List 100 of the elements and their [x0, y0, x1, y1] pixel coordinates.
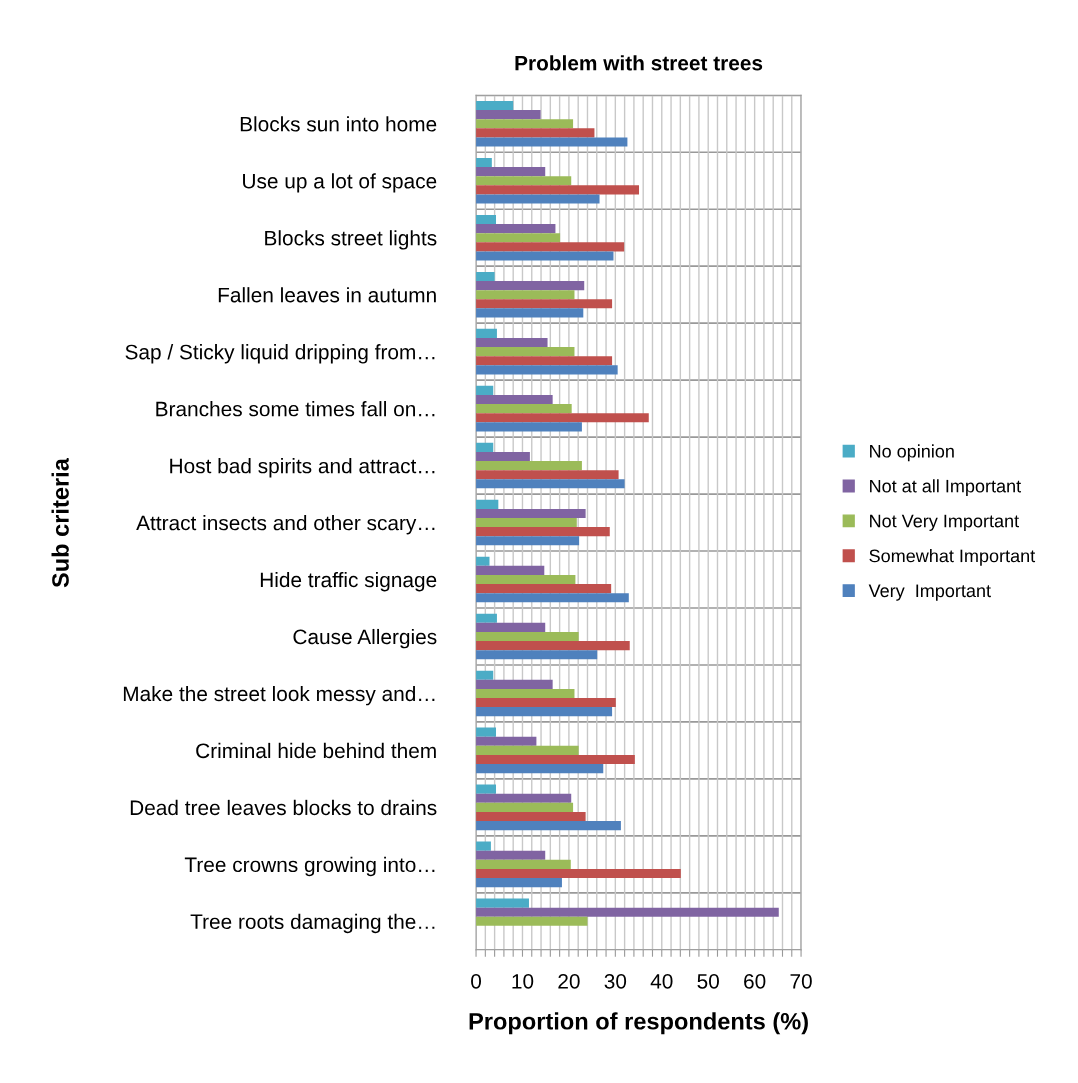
bar	[476, 859, 571, 869]
bar	[476, 641, 630, 651]
y-tick-label: Blocks sun into home	[240, 116, 437, 132]
bar	[476, 499, 499, 509]
bar	[476, 688, 575, 698]
bar	[476, 584, 612, 594]
bar	[476, 916, 588, 926]
bar	[476, 110, 541, 120]
bar	[476, 176, 572, 186]
bar	[476, 527, 610, 537]
bar	[476, 698, 616, 708]
bar	[476, 517, 577, 528]
bar	[476, 281, 585, 291]
bar	[476, 233, 561, 243]
y-tick-label: Hide traffic signage	[260, 571, 437, 592]
bar	[476, 613, 497, 623]
bar	[476, 157, 492, 168]
legend-label: No opinion	[870, 444, 954, 462]
y-tick-label: Tree crowns growing into…	[184, 856, 435, 877]
y-tick-label: Criminal hide behind them	[196, 742, 436, 759]
bar	[476, 442, 494, 452]
bar	[476, 137, 628, 147]
bar	[476, 394, 553, 405]
bar	[476, 347, 575, 357]
bar	[476, 470, 619, 480]
x-axis-title: Proportion of respondents (%)	[469, 1012, 808, 1035]
bar	[476, 650, 598, 660]
bar	[476, 536, 580, 546]
x-tick-label: 70	[790, 973, 812, 989]
bar	[476, 413, 649, 423]
bar	[476, 868, 681, 879]
y-tick-label: Blocks street lights	[265, 230, 437, 250]
y-tick-label: Make the street look messy and…	[123, 685, 435, 706]
bar	[476, 898, 529, 908]
x-tick-label: 40	[650, 973, 673, 989]
bar	[476, 631, 579, 642]
bar	[476, 451, 530, 462]
bar	[476, 271, 495, 282]
y-tick-label: Tree roots damaging the…	[190, 913, 435, 934]
bar	[476, 422, 582, 432]
bar	[476, 365, 618, 375]
y-tick-label: Use up a lot of space	[243, 173, 437, 193]
bar	[476, 128, 595, 138]
bar	[476, 878, 562, 888]
bar	[476, 593, 629, 603]
x-tick-label: 60	[744, 973, 766, 989]
bar	[476, 328, 497, 338]
bar	[476, 907, 779, 917]
bar	[476, 811, 586, 822]
bar	[476, 565, 545, 575]
bar	[476, 850, 546, 860]
x-tick-label: 30	[604, 973, 627, 989]
x-tick-label: 0	[471, 973, 482, 989]
bar	[476, 679, 553, 689]
bar	[476, 745, 579, 755]
bar	[476, 251, 614, 261]
y-axis-title: Sub criteria	[51, 457, 69, 588]
bar	[476, 821, 621, 831]
y-tick-label: Sap / Sticky liquid dripping from…	[125, 344, 435, 364]
bar	[476, 793, 572, 803]
y-tick-label: Host bad spirits and attract…	[170, 458, 435, 478]
chart-title: Problem with street trees	[515, 55, 763, 71]
bar	[476, 224, 556, 234]
bar	[476, 299, 613, 309]
y-tick-label: Cause Allergies	[293, 628, 437, 649]
y-tick-label: Branches some times fall on…	[156, 401, 435, 417]
y-tick-label: Dead tree leaves blocks to drains	[130, 799, 437, 816]
bar	[476, 185, 640, 195]
bar	[476, 167, 546, 177]
bar	[476, 556, 490, 566]
bar	[476, 764, 604, 774]
bar	[476, 356, 613, 366]
bar	[476, 784, 497, 794]
bar	[476, 508, 586, 518]
legend-label: Not at all Important	[870, 479, 1021, 497]
bar	[476, 670, 494, 680]
bar	[476, 479, 625, 489]
bar	[476, 101, 514, 111]
bar	[476, 242, 625, 252]
bar	[476, 194, 600, 204]
x-tick-label: 10	[512, 973, 534, 989]
bar	[476, 290, 575, 300]
x-tick-label: 20	[558, 973, 580, 989]
bar	[476, 622, 546, 632]
bar	[476, 385, 494, 395]
bar	[476, 841, 491, 851]
bar	[476, 802, 574, 812]
bar	[476, 308, 584, 318]
bar	[476, 461, 582, 471]
legend-label: Very Important	[868, 584, 991, 601]
bar	[476, 574, 576, 585]
bar	[476, 119, 574, 129]
bar	[476, 754, 635, 765]
bar	[476, 214, 497, 225]
bar	[476, 404, 572, 414]
bar	[476, 727, 497, 737]
bar	[476, 707, 613, 717]
bar	[476, 736, 537, 746]
bar	[476, 337, 548, 348]
y-tick-label: Attract insects and other scary…	[136, 515, 435, 535]
